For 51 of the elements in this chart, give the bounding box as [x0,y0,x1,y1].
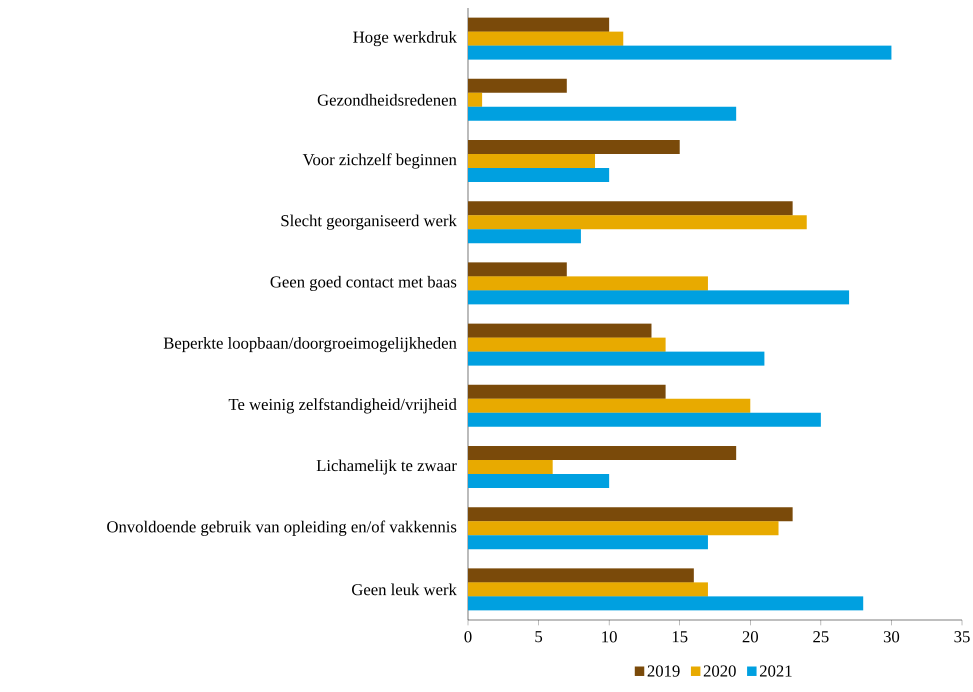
y-tick-label: Geen goed contact met baas [270,276,456,291]
bar [468,262,567,276]
bar [468,78,567,93]
bar [468,106,736,121]
bar [468,521,779,536]
bar [468,568,694,582]
bar [468,460,553,474]
bar [468,324,652,338]
x-tick-label: 0 [464,631,472,642]
bar [468,582,708,596]
bar [468,596,864,610]
x-tick-label: 10 [602,631,617,642]
bar [468,168,610,182]
bar [468,46,892,60]
legend-label: 2020 [704,665,736,677]
x-tick-label: 35 [954,631,970,642]
bar [468,507,793,522]
bar [468,276,708,290]
legend-label: 2019 [648,665,680,677]
x-tick-label: 15 [672,631,688,642]
y-tick-label: Onvoldoende gebruik van opleiding en/of vakkennis [107,520,456,536]
y-tick-label: Voor zichzelf beginnen [302,153,457,169]
x-tick-label: 20 [742,631,758,642]
x-tick-label: 25 [813,631,829,642]
bar [468,154,596,168]
bar [468,215,807,230]
bar [468,140,680,154]
bar [468,474,610,488]
y-tick-label: Slecht georganiseerd werk [281,214,457,230]
bar [468,446,736,460]
y-tick-label: Lichamelijk te zwaar [316,459,457,475]
bar [468,398,750,413]
legend-label: 2021 [760,665,792,677]
y-tick-label: Te weinig zelfstandigheid/vrijheid [228,398,457,414]
bar [468,338,666,352]
bar [468,32,624,46]
bar [468,201,793,216]
bar [468,412,821,427]
bar [468,290,850,304]
y-tick-label: Hoge werkdruk [353,31,457,46]
x-tick-label: 5 [535,631,542,642]
bar [468,352,764,366]
y-tick-label: Beperkte loopbaan/doorgroeimogelijkheden [164,337,457,352]
y-tick-label: Geen leuk werk [352,584,457,596]
bar [468,92,482,107]
y-tick-label: Gezondheidsredenen [318,94,457,106]
bar [468,384,666,399]
bar [468,229,581,244]
x-tick-label: 30 [884,631,900,642]
bar [468,535,708,550]
bar [468,18,610,32]
